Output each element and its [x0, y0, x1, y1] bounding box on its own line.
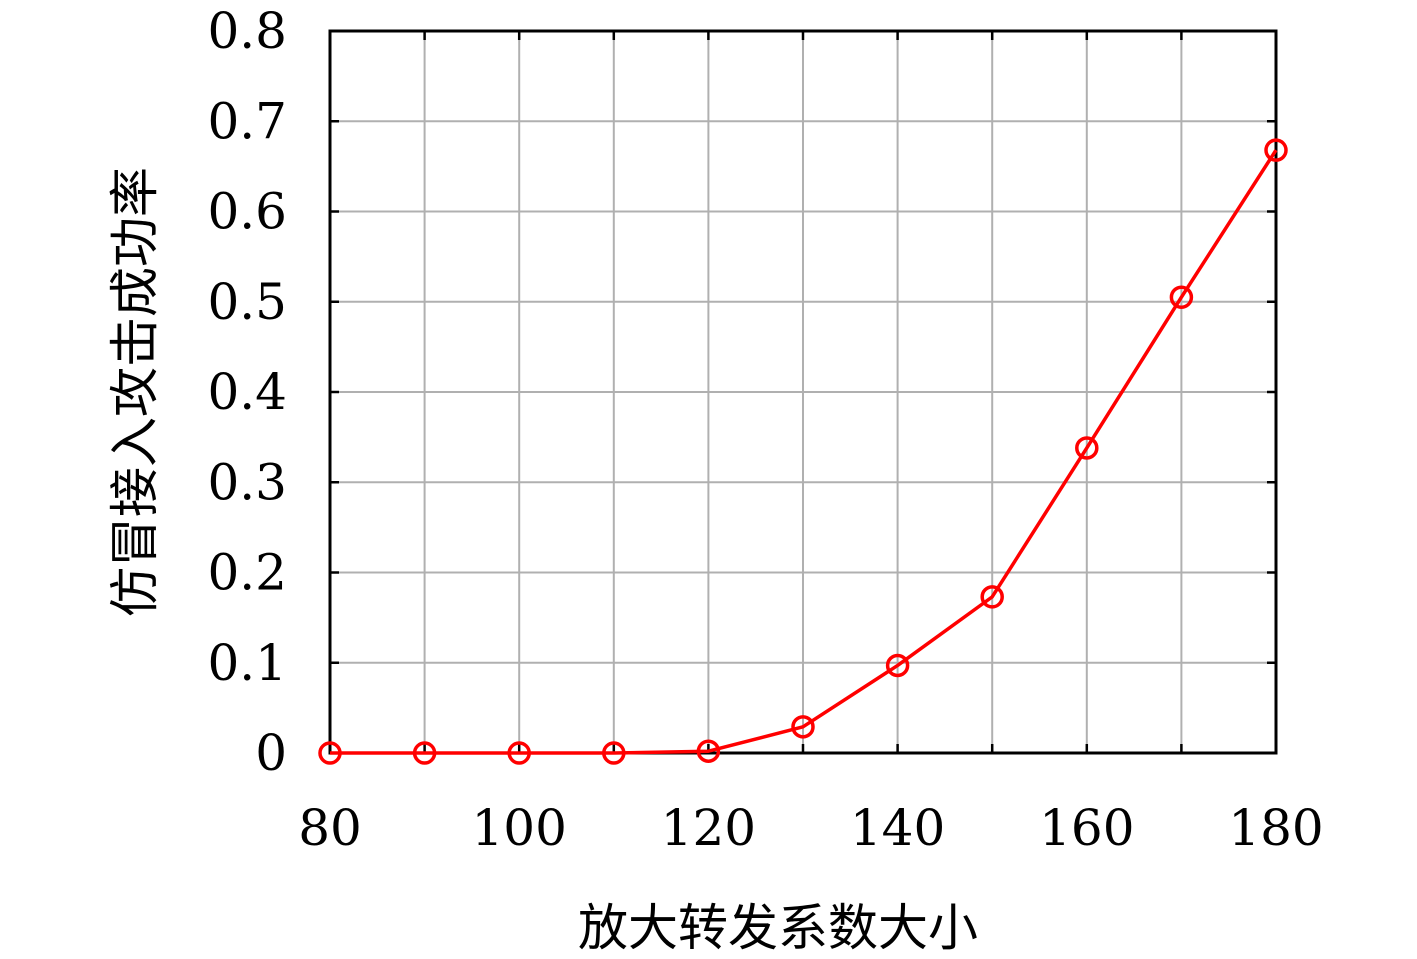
- series-line: [330, 149, 1278, 755]
- x-tick-label: 160: [1039, 799, 1134, 857]
- data-point-marker: [885, 653, 910, 678]
- x-tick-label: 100: [471, 799, 566, 857]
- y-tick-label: 0.6: [207, 183, 287, 241]
- tick-labels: 80 100 120 140 160 180 0 0.1 0.2 0.3 0.4 0.5 0.6 0.7 0…: [207, 2, 1323, 857]
- series-group: [318, 138, 1288, 765]
- y-tick-label: 0.1: [207, 634, 287, 692]
- data-point-marker: [1075, 436, 1099, 460]
- x-axis-title: 放大转发系数大小: [578, 899, 978, 957]
- data-point-marker: [318, 741, 342, 765]
- x-tick-label: 120: [661, 799, 756, 857]
- x-tick-label: 140: [850, 799, 945, 857]
- y-tick-label: 0.7: [207, 92, 287, 150]
- y-tick-label: 0.3: [207, 453, 287, 511]
- x-tick-label: 80: [298, 799, 362, 857]
- data-point-marker: [412, 741, 437, 765]
- y-tick-label: 0.4: [207, 363, 287, 421]
- y-tick-label: 0: [255, 724, 287, 782]
- data-point-marker: [507, 741, 531, 765]
- data-point-marker: [791, 715, 815, 739]
- y-tick-label: 0.5: [207, 273, 287, 331]
- data-point-marker: [980, 585, 1004, 609]
- data-point-marker: [696, 739, 721, 763]
- data-point-marker: [1264, 138, 1288, 162]
- data-point-marker: [602, 741, 626, 765]
- y-tick-label: 0.8: [207, 2, 287, 60]
- y-tick-label: 0.2: [207, 544, 287, 602]
- y-axis-title: 仿冒接入攻击成功率: [106, 167, 164, 617]
- x-tick-label: 180: [1228, 799, 1323, 857]
- grid-lines: [330, 31, 1276, 753]
- plot-frame: [328, 29, 1278, 755]
- data-point-marker: [1169, 285, 1194, 309]
